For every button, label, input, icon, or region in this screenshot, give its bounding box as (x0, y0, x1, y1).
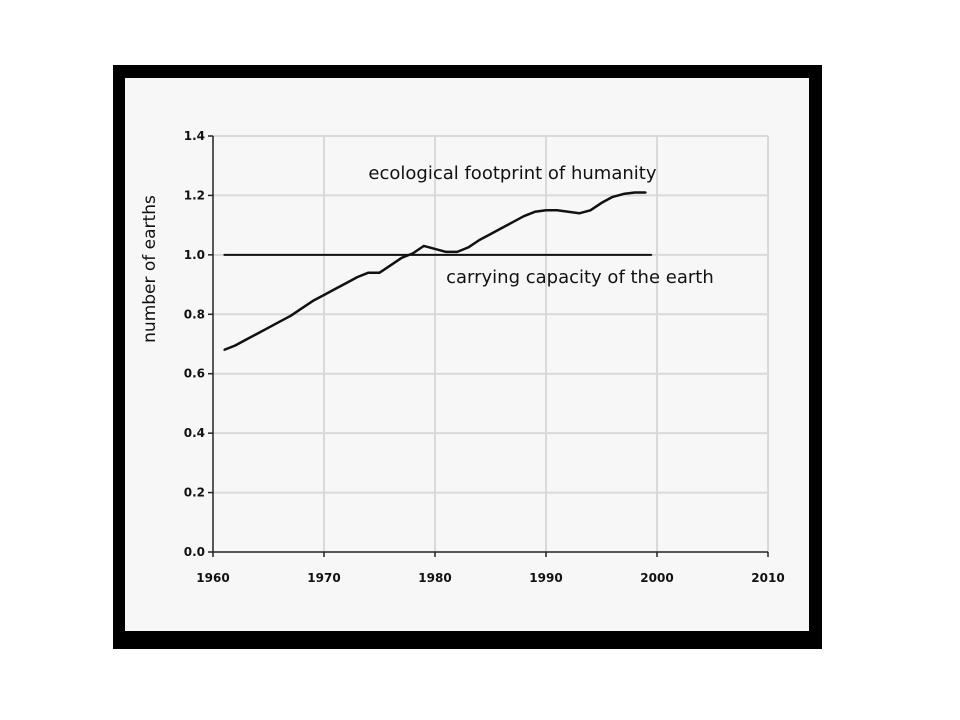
footprint-point (645, 191, 647, 194)
footprint-point (400, 257, 403, 259)
x-tick-label: 2010 (751, 571, 784, 585)
capacity-point (650, 254, 653, 256)
x-tick-label: 1960 (196, 571, 229, 585)
footprint-point (289, 314, 292, 317)
footprint-point (367, 271, 370, 274)
footprint-point (312, 300, 314, 302)
footprint-point (423, 245, 425, 247)
footprint-point (489, 233, 492, 235)
y-axis-title: number of earths (140, 195, 160, 343)
footprint-point (611, 196, 614, 198)
footprint-point (478, 239, 481, 241)
x-tick-label: 2000 (640, 571, 673, 585)
axes (208, 135, 769, 557)
y-tick-label: 0.4 (184, 426, 205, 440)
y-tick-label: 0.8 (184, 307, 205, 321)
footprint-point (267, 326, 270, 329)
capacity-annotation: carrying capacity of the earth (446, 267, 714, 288)
footprint-point (334, 288, 336, 290)
footprint-point (622, 193, 625, 195)
labels: 0.0 0.2 0.4 0.6 0.8 1.0 1.2 1.4 1960 1970 1980 1990… (140, 129, 785, 585)
footprint-point (323, 294, 325, 296)
footprint-point (456, 251, 459, 253)
footprint-point (278, 320, 281, 323)
x-tick-label: 1990 (529, 571, 562, 585)
y-tick-label: 1.0 (184, 248, 205, 262)
y-tick-label: 0.2 (184, 486, 205, 500)
footprint-point (256, 332, 259, 335)
footprint-point (301, 307, 303, 310)
y-tick-label: 0.0 (184, 545, 205, 559)
footprint-point (578, 212, 581, 215)
footprint-point (634, 191, 636, 194)
footprint-point (600, 202, 603, 204)
footprint-point (356, 276, 359, 278)
footprint-point (245, 338, 248, 341)
footprint-point (223, 349, 225, 351)
footprint-point (412, 252, 414, 255)
footprint-point (467, 246, 470, 249)
x-tick-label: 1980 (418, 571, 451, 585)
footprint-point (445, 251, 447, 253)
footprint-point (511, 221, 514, 223)
grid (213, 135, 769, 552)
y-tick-label: 1.2 (184, 188, 205, 202)
footprint-point (556, 209, 558, 212)
footprint-point (534, 210, 536, 213)
footprint-point (567, 210, 569, 213)
footprint-point (345, 282, 348, 284)
footprint-point (500, 227, 503, 229)
plot-area (213, 136, 768, 552)
series (223, 191, 653, 352)
capacity-point (223, 254, 225, 256)
footprint-annotation: ecological footprint of humanity (368, 163, 656, 184)
x-tick-label: 1970 (307, 571, 340, 585)
footprint-point (378, 271, 381, 274)
footprint-point (589, 209, 592, 212)
footprint-point (434, 248, 436, 250)
footprint-point (523, 215, 525, 218)
y-tick-label: 1.4 (184, 129, 205, 143)
footprint-point (389, 264, 392, 267)
y-tick-label: 0.6 (184, 367, 205, 381)
footprint-point (545, 209, 547, 212)
footprint-point (234, 344, 236, 347)
